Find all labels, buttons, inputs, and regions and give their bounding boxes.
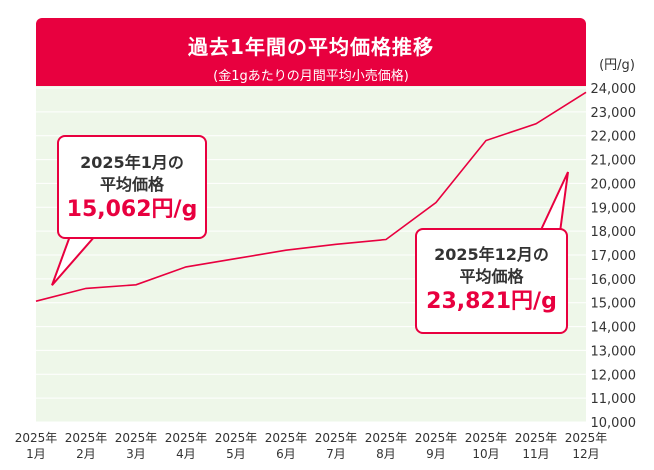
y-tick-label: 24,000 — [591, 82, 637, 97]
callout-dec-label-2: 平均価格 — [459, 267, 524, 286]
series-line-path — [35, 91, 587, 302]
x-tick-label-month: 2月 — [76, 447, 96, 461]
callout-jan-label-2: 平均価格 — [99, 175, 164, 194]
y-tick-label: 19,000 — [591, 201, 637, 216]
callout-dec: 2025年12月の 平均価格 23,821円/g — [415, 228, 568, 334]
x-tick-label-month: 12月 — [572, 447, 599, 461]
y-tick-label: 22,000 — [591, 130, 637, 145]
y-tick-label: 23,000 — [591, 106, 637, 121]
callout-jan-pointer — [51, 235, 98, 286]
y-tick-label: 11,000 — [591, 392, 637, 407]
y-tick-label: 10,000 — [591, 416, 637, 431]
x-tick-label-year: 2025年 — [215, 431, 258, 445]
y-axis-ticks: 10,000 11,000 12,000 13,000 14,000 15,000 16,0… — [591, 82, 637, 431]
chart-title: 過去1年間の平均価格推移 — [188, 35, 434, 59]
x-tick-label-year: 2025年 — [465, 431, 508, 445]
x-tick-label-month: 4月 — [176, 447, 196, 461]
x-tick-label-month: 9月 — [426, 447, 446, 461]
x-tick-label-year: 2025年 — [65, 431, 108, 445]
x-tick-label-month: 1月 — [26, 447, 46, 461]
y-tick-label: 20,000 — [591, 177, 637, 192]
y-tick-label: 15,000 — [591, 297, 637, 312]
x-tick-label-month: 6月 — [276, 447, 296, 461]
x-tick-label-month: 10月 — [472, 447, 499, 461]
x-tick-label-year: 2025年 — [265, 431, 308, 445]
y-tick-label: 18,000 — [591, 225, 637, 240]
x-tick-label-month: 5月 — [226, 447, 246, 461]
x-tick-label-year: 2025年 — [165, 431, 208, 445]
x-tick-label-year: 2025年 — [15, 431, 58, 445]
x-tick-label-year: 2025年 — [365, 431, 408, 445]
callout-dec-value: 23,821円/g — [426, 289, 557, 314]
y-tick-label: 21,000 — [591, 154, 637, 169]
x-tick-label-year: 2025年 — [415, 431, 458, 445]
callout-pointers — [51, 171, 569, 286]
y-tick-label: 16,000 — [591, 273, 637, 288]
callout-jan-value: 15,062円/g — [66, 197, 198, 222]
chart-subtitle: (金1gあたりの月間平均小売価格) — [213, 69, 409, 84]
y-tick-label: 17,000 — [591, 249, 637, 264]
y-axis-unit: (円/g) — [599, 58, 635, 73]
x-tick-label-month: 3月 — [126, 447, 146, 461]
x-axis-ticks: 2025年 1月 2025年 2月 2025年 3月 2025年 4月 2025年 5月 2025年… — [15, 431, 608, 461]
x-tick-label-month: 7月 — [326, 447, 346, 461]
series-line — [35, 91, 587, 302]
x-tick-label-month: 8月 — [376, 447, 396, 461]
x-tick-label-month: 11月 — [522, 447, 549, 461]
callout-jan-label-1: 2025年1月の — [80, 153, 184, 172]
callout-jan: 2025年1月の 平均価格 15,062円/g — [57, 135, 207, 239]
chart-title-banner: 過去1年間の平均価格推移 (金1gあたりの月間平均小売価格) — [36, 18, 586, 86]
callout-dec-label-1: 2025年12月の — [434, 245, 549, 264]
y-tick-label: 12,000 — [591, 368, 637, 383]
x-tick-label-year: 2025年 — [115, 431, 158, 445]
x-tick-label-year: 2025年 — [515, 431, 558, 445]
x-tick-label-year: 2025年 — [565, 431, 608, 445]
y-tick-label: 13,000 — [591, 344, 637, 359]
y-tick-label: 14,000 — [591, 321, 637, 336]
x-tick-label-year: 2025年 — [315, 431, 358, 445]
callout-dec-pointer — [538, 171, 569, 233]
